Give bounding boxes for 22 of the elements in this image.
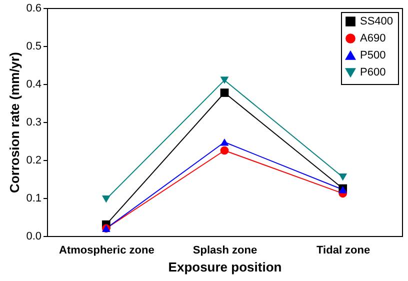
y-tick-label: 0.2 [26, 154, 42, 166]
point [220, 88, 229, 97]
point [102, 196, 110, 203]
legend-label: P500 [360, 50, 386, 62]
legend-label: P600 [360, 66, 386, 78]
x-tick-label: Splash zone [192, 244, 258, 256]
y-tick-label: 0.5 [26, 40, 42, 52]
legend-label: A690 [360, 32, 386, 44]
x-axis-title: Exposure position [168, 260, 282, 274]
point [220, 146, 229, 155]
point [220, 138, 229, 146]
y-tick-label: 0.0 [26, 230, 42, 242]
point [220, 76, 229, 84]
y-tick-label: 0.3 [26, 116, 42, 128]
y-tick-label: 0.1 [26, 192, 42, 204]
y-tick-label: 0.4 [26, 78, 42, 90]
x-tick-label: Atmospheric zone [58, 244, 154, 256]
point [338, 173, 348, 181]
x-tick-label: Tidal zone [316, 244, 370, 256]
y-axis-title: Corrosion rate (mm/yr) [7, 52, 22, 193]
legend-label: SS400 [360, 16, 394, 28]
y-tick-label: 0.6 [26, 2, 42, 14]
